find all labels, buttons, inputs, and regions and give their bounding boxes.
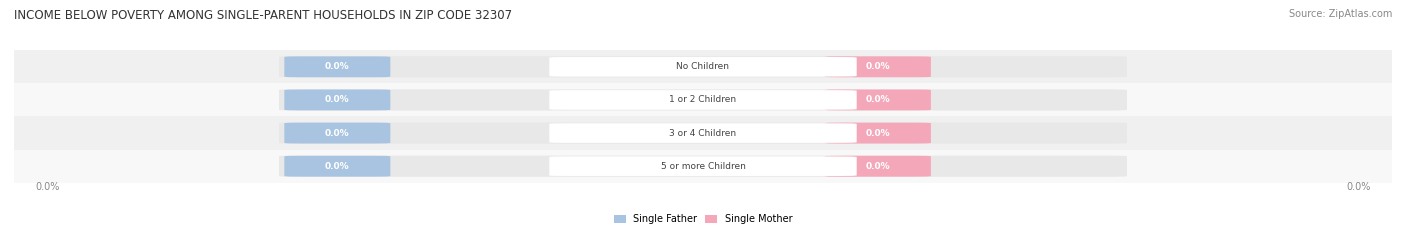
FancyBboxPatch shape xyxy=(550,156,856,176)
FancyBboxPatch shape xyxy=(825,123,931,144)
Text: 0.0%: 0.0% xyxy=(1347,182,1371,192)
FancyBboxPatch shape xyxy=(550,57,856,77)
Text: 0.0%: 0.0% xyxy=(325,162,350,171)
FancyBboxPatch shape xyxy=(278,123,1128,144)
Text: 0.0%: 0.0% xyxy=(35,182,59,192)
Bar xyxy=(14,50,1392,83)
Text: 0.0%: 0.0% xyxy=(325,62,350,71)
Text: 5 or more Children: 5 or more Children xyxy=(661,162,745,171)
Bar xyxy=(14,150,1392,183)
Text: 0.0%: 0.0% xyxy=(325,96,350,104)
Bar xyxy=(14,116,1392,150)
Text: 0.0%: 0.0% xyxy=(866,129,890,137)
Legend: Single Father, Single Mother: Single Father, Single Mother xyxy=(610,210,796,228)
Text: 0.0%: 0.0% xyxy=(325,129,350,137)
Text: No Children: No Children xyxy=(676,62,730,71)
Text: INCOME BELOW POVERTY AMONG SINGLE-PARENT HOUSEHOLDS IN ZIP CODE 32307: INCOME BELOW POVERTY AMONG SINGLE-PARENT… xyxy=(14,9,512,22)
FancyBboxPatch shape xyxy=(550,123,856,143)
Text: 0.0%: 0.0% xyxy=(866,162,890,171)
FancyBboxPatch shape xyxy=(284,56,391,77)
Text: Source: ZipAtlas.com: Source: ZipAtlas.com xyxy=(1288,9,1392,19)
FancyBboxPatch shape xyxy=(278,56,1128,77)
FancyBboxPatch shape xyxy=(278,156,1128,177)
FancyBboxPatch shape xyxy=(284,89,391,110)
FancyBboxPatch shape xyxy=(825,156,931,177)
Text: 0.0%: 0.0% xyxy=(866,96,890,104)
FancyBboxPatch shape xyxy=(284,156,391,177)
FancyBboxPatch shape xyxy=(550,90,856,110)
FancyBboxPatch shape xyxy=(278,89,1128,110)
FancyBboxPatch shape xyxy=(825,89,931,110)
Bar xyxy=(14,83,1392,116)
FancyBboxPatch shape xyxy=(825,56,931,77)
Text: 1 or 2 Children: 1 or 2 Children xyxy=(669,96,737,104)
FancyBboxPatch shape xyxy=(284,123,391,144)
Text: 3 or 4 Children: 3 or 4 Children xyxy=(669,129,737,137)
Text: 0.0%: 0.0% xyxy=(866,62,890,71)
